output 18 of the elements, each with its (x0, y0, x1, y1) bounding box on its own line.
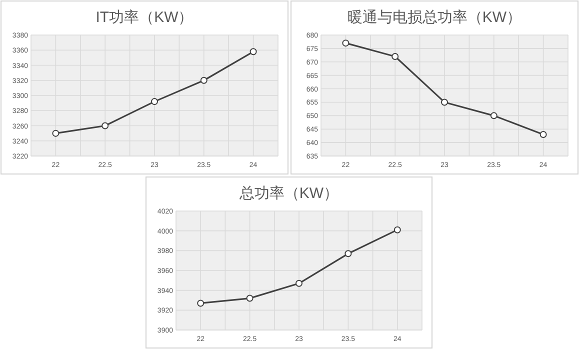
point (344, 250, 352, 258)
point (200, 76, 208, 84)
point (250, 48, 257, 56)
point (394, 226, 401, 234)
point (392, 53, 399, 60)
point (540, 130, 547, 138)
chart-title: 暖通与电损总功率（KW） (347, 9, 522, 26)
point (490, 112, 498, 120)
chart-title: 总功率（KW） (238, 185, 339, 202)
point (296, 280, 302, 287)
point (246, 294, 254, 302)
point (197, 300, 204, 307)
point (151, 98, 158, 106)
point (342, 40, 350, 47)
point (52, 130, 60, 137)
chart-title: IT功率（KW） (96, 9, 194, 26)
point (102, 122, 109, 130)
point (441, 98, 448, 106)
